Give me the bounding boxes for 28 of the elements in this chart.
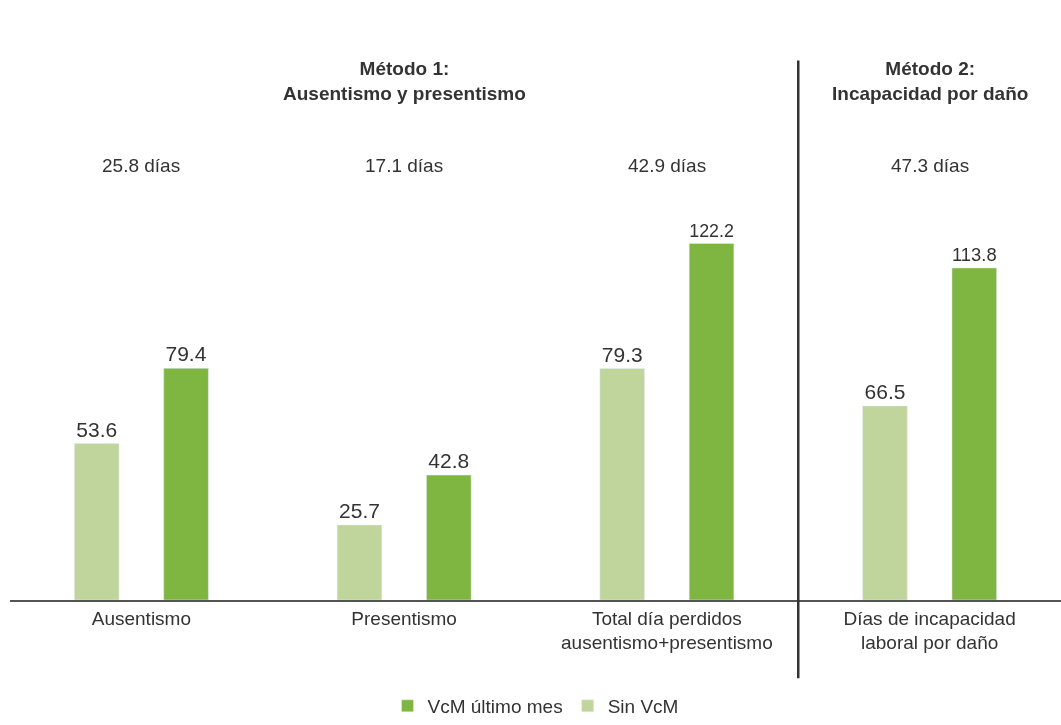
text: 47.3 días xyxy=(891,155,970,176)
text: Método 1: Ausentismo y presentismo xyxy=(283,58,526,104)
x-tick-label: Días de incapacidad laboral por daño xyxy=(843,607,1016,654)
data-label: 25.7 xyxy=(339,499,380,523)
bar xyxy=(862,405,908,600)
data-label: 53.6 xyxy=(76,417,118,441)
bar xyxy=(951,267,997,600)
bar xyxy=(163,368,209,600)
legend-label: Sin VcM xyxy=(607,696,679,718)
data-label: 79.4 xyxy=(165,342,207,366)
bar xyxy=(599,368,645,600)
x-tick-label: Presentismo xyxy=(351,607,457,629)
bar xyxy=(74,443,120,600)
data-label: 122.2 xyxy=(689,221,734,242)
data-label: 66.5 xyxy=(864,379,906,403)
text: 17.1 días xyxy=(365,155,444,176)
data-label: 42.8 xyxy=(428,449,470,473)
text: 25.8 días xyxy=(102,155,181,176)
bar xyxy=(426,474,472,600)
data-label: 113.8 xyxy=(951,244,997,266)
text: Método 2: Incapacidad por daño xyxy=(832,58,1029,104)
bar xyxy=(336,524,383,600)
text: 42.9 días xyxy=(628,155,707,176)
x-tick-label: Ausentismo xyxy=(91,607,192,629)
bar xyxy=(688,243,735,600)
data-label: 79.3 xyxy=(601,342,643,366)
legend-label: VcM último mes xyxy=(427,696,563,718)
x-tick-label: Total día perdidos ausentismo+presentismo xyxy=(561,607,773,654)
